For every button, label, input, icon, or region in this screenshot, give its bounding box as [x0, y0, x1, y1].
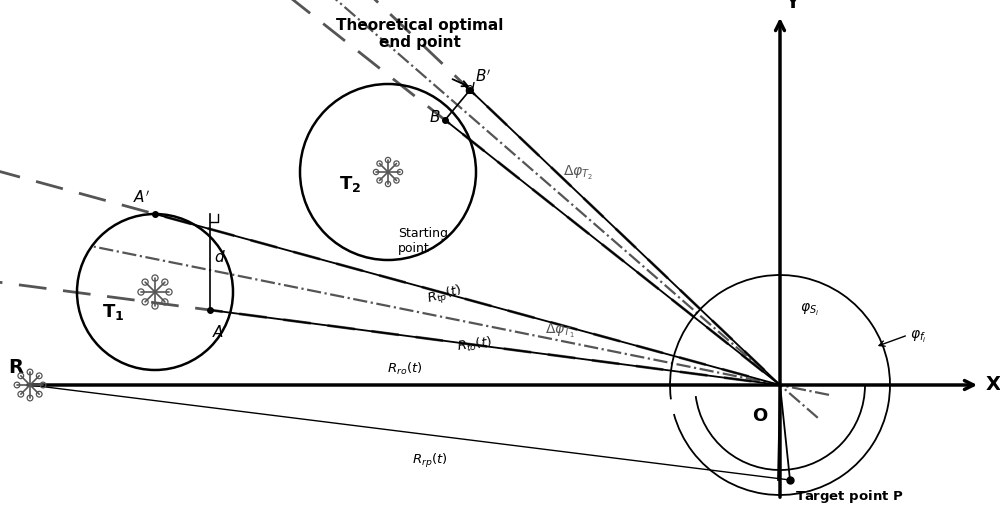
Text: $\mathbf{X}$: $\mathbf{X}$: [985, 375, 1000, 394]
Text: $\varphi_{S_i}$: $\varphi_{S_i}$: [800, 302, 819, 318]
Text: $d$: $d$: [214, 249, 226, 265]
Text: $\mathbf{T_2}$: $\mathbf{T_2}$: [339, 174, 361, 194]
Text: $\Delta\varphi_{T_1}$: $\Delta\varphi_{T_1}$: [545, 321, 575, 339]
Text: $A$: $A$: [212, 324, 224, 340]
Text: $R_{to}(t)$: $R_{to}(t)$: [455, 334, 492, 355]
Text: Target point $\mathbf{P}$: Target point $\mathbf{P}$: [795, 488, 904, 505]
Text: $R_{tp}(t)$: $R_{tp}(t)$: [426, 282, 465, 309]
Text: Starting
point: Starting point: [398, 227, 448, 255]
Text: $\mathbf{R}$: $\mathbf{R}$: [8, 358, 25, 377]
Text: $A'$: $A'$: [133, 190, 150, 206]
Text: $\Delta\varphi_{T_2}$: $\Delta\varphi_{T_2}$: [563, 164, 594, 182]
Text: $R_{ro}(t)$: $R_{ro}(t)$: [387, 361, 423, 377]
Text: Theoretical optimal
end point: Theoretical optimal end point: [336, 18, 504, 50]
Text: $\mathbf{O}$: $\mathbf{O}$: [752, 407, 768, 425]
Text: $\mathbf{T_1}$: $\mathbf{T_1}$: [102, 302, 124, 322]
Text: $B'$: $B'$: [475, 68, 491, 85]
Text: $d$: $d$: [464, 81, 475, 97]
Text: $B$: $B$: [429, 109, 441, 125]
Text: $\mathbf{Y}$: $\mathbf{Y}$: [785, 0, 801, 12]
Text: $R_{rp}(t)$: $R_{rp}(t)$: [412, 453, 448, 471]
Text: $\varphi_{f_i}$: $\varphi_{f_i}$: [910, 329, 926, 345]
